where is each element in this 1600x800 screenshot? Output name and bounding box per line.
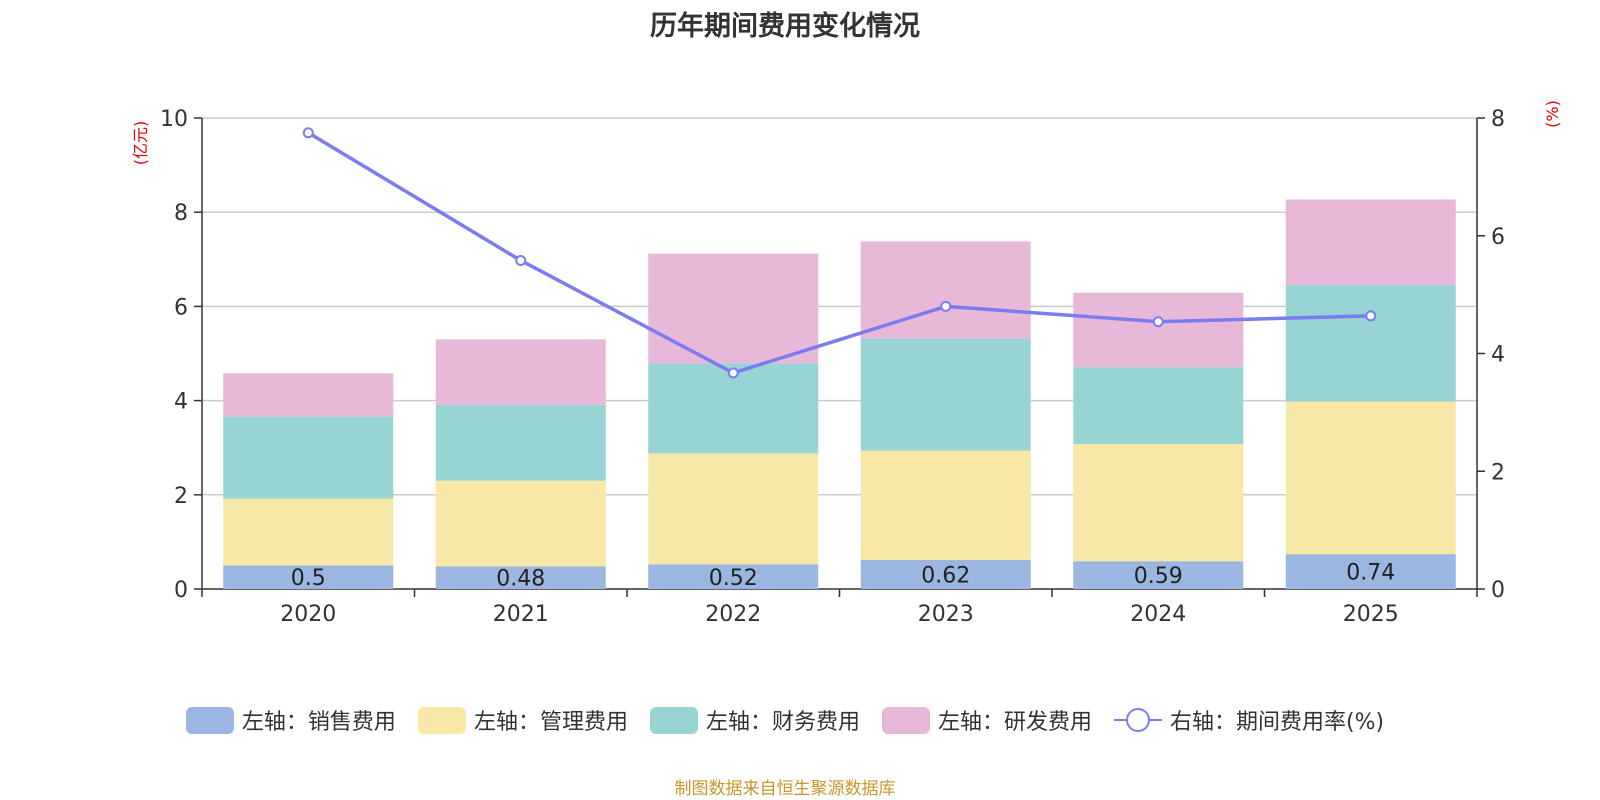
- x-axis-tick-label: 2022: [705, 602, 761, 627]
- bar-segment: [648, 453, 819, 565]
- chart-title: 历年期间费用变化情况: [650, 11, 920, 42]
- bar-data-label: 0.59: [1134, 564, 1183, 589]
- data-source-footer: 制图数据来自恒生聚源数据库: [674, 779, 896, 799]
- right-axis-tick-label: 6: [1491, 225, 1505, 250]
- legend-item[interactable]: 左轴：财务费用: [649, 704, 860, 736]
- expense-ratio-point: [1152, 316, 1164, 328]
- bar-data-label: 0.52: [709, 566, 758, 591]
- x-axis-tick-label: 2021: [493, 602, 549, 627]
- legend-label: 左轴：财务费用: [705, 710, 860, 735]
- bar-segment: [223, 373, 394, 417]
- bar-segment: [1073, 367, 1244, 444]
- legend: 左轴：销售费用 左轴：管理费用 左轴：财务费用 左轴：研发费用 右轴：期间费用率(%): [0, 704, 1570, 736]
- bar-data-label: 0.62: [921, 563, 970, 588]
- legend-item[interactable]: 右轴：期间费用率(%): [1113, 704, 1385, 736]
- bar-segment: [860, 241, 1031, 339]
- bar-segment: [860, 450, 1031, 560]
- bar-segment: [1073, 443, 1244, 562]
- bar-segment: [435, 404, 606, 481]
- legend-line-marker-icon: [1113, 708, 1162, 732]
- bar-segment: [223, 498, 394, 566]
- expense-ratio-line: [307, 131, 1371, 375]
- expense-ratio-point: [727, 367, 739, 379]
- right-axis-tick-label: 4: [1491, 343, 1505, 368]
- bar-segment: [1285, 401, 1456, 555]
- x-axis-tick-label: 2025: [1343, 602, 1399, 627]
- bar-segment: [435, 480, 606, 567]
- bar-data-label: 0.5: [291, 566, 326, 591]
- right-axis-tick-label: 8: [1491, 107, 1505, 132]
- bar-segment: [1073, 292, 1244, 368]
- bar-data-label: 0.48: [496, 567, 545, 592]
- legend-label: 右轴：期间费用率(%): [1169, 710, 1385, 735]
- x-axis-tick-label: 2020: [280, 602, 336, 627]
- legend-swatch: [649, 706, 698, 734]
- legend-label: 左轴：管理费用: [473, 710, 628, 735]
- bar-segment: [435, 566, 606, 589]
- right-axis-label: (%): [1543, 100, 1562, 128]
- x-axis-tick-label: 2023: [918, 602, 974, 627]
- bar-segment: [1285, 284, 1456, 402]
- bar-segment: [860, 559, 1031, 589]
- legend-swatch: [185, 706, 234, 734]
- left-axis-tick-label: 2: [174, 484, 188, 509]
- expense-ratio-point: [515, 254, 527, 266]
- bar-segment: [1285, 554, 1456, 589]
- left-axis-tick-label: 4: [174, 390, 188, 415]
- left-axis-tick-label: 0: [174, 578, 188, 603]
- left-axis-tick-label: 10: [160, 107, 188, 132]
- right-axis-tick-label: 2: [1491, 460, 1505, 485]
- bar-segment: [860, 338, 1031, 451]
- legend-item[interactable]: 左轴：销售费用: [185, 704, 396, 736]
- legend-label: 左轴：研发费用: [937, 710, 1092, 735]
- legend-swatch: [417, 706, 466, 734]
- left-axis-tick-label: 8: [174, 201, 188, 226]
- bar-segment: [435, 339, 606, 405]
- bar-segment: [223, 565, 394, 589]
- legend-label: 左轴：销售费用: [241, 710, 396, 735]
- expense-ratio-point: [940, 300, 952, 312]
- legend-item[interactable]: 左轴：管理费用: [417, 704, 628, 736]
- legend-swatch: [881, 706, 930, 734]
- legend-item[interactable]: 左轴：研发费用: [881, 704, 1092, 736]
- expense-ratio-point: [1365, 310, 1377, 322]
- bar-segment: [648, 564, 819, 589]
- right-axis-tick-label: 0: [1491, 578, 1505, 603]
- bar-segment: [1285, 199, 1456, 285]
- bar-segment: [1073, 561, 1244, 589]
- left-axis-tick-label: 6: [174, 295, 188, 320]
- x-axis-tick-label: 2024: [1130, 602, 1186, 627]
- left-axis-label: (亿元): [131, 121, 150, 166]
- bar-data-label: 0.74: [1346, 561, 1395, 586]
- bar-segment: [223, 416, 394, 499]
- bar-segment: [648, 253, 819, 364]
- expense-ratio-point: [302, 127, 314, 139]
